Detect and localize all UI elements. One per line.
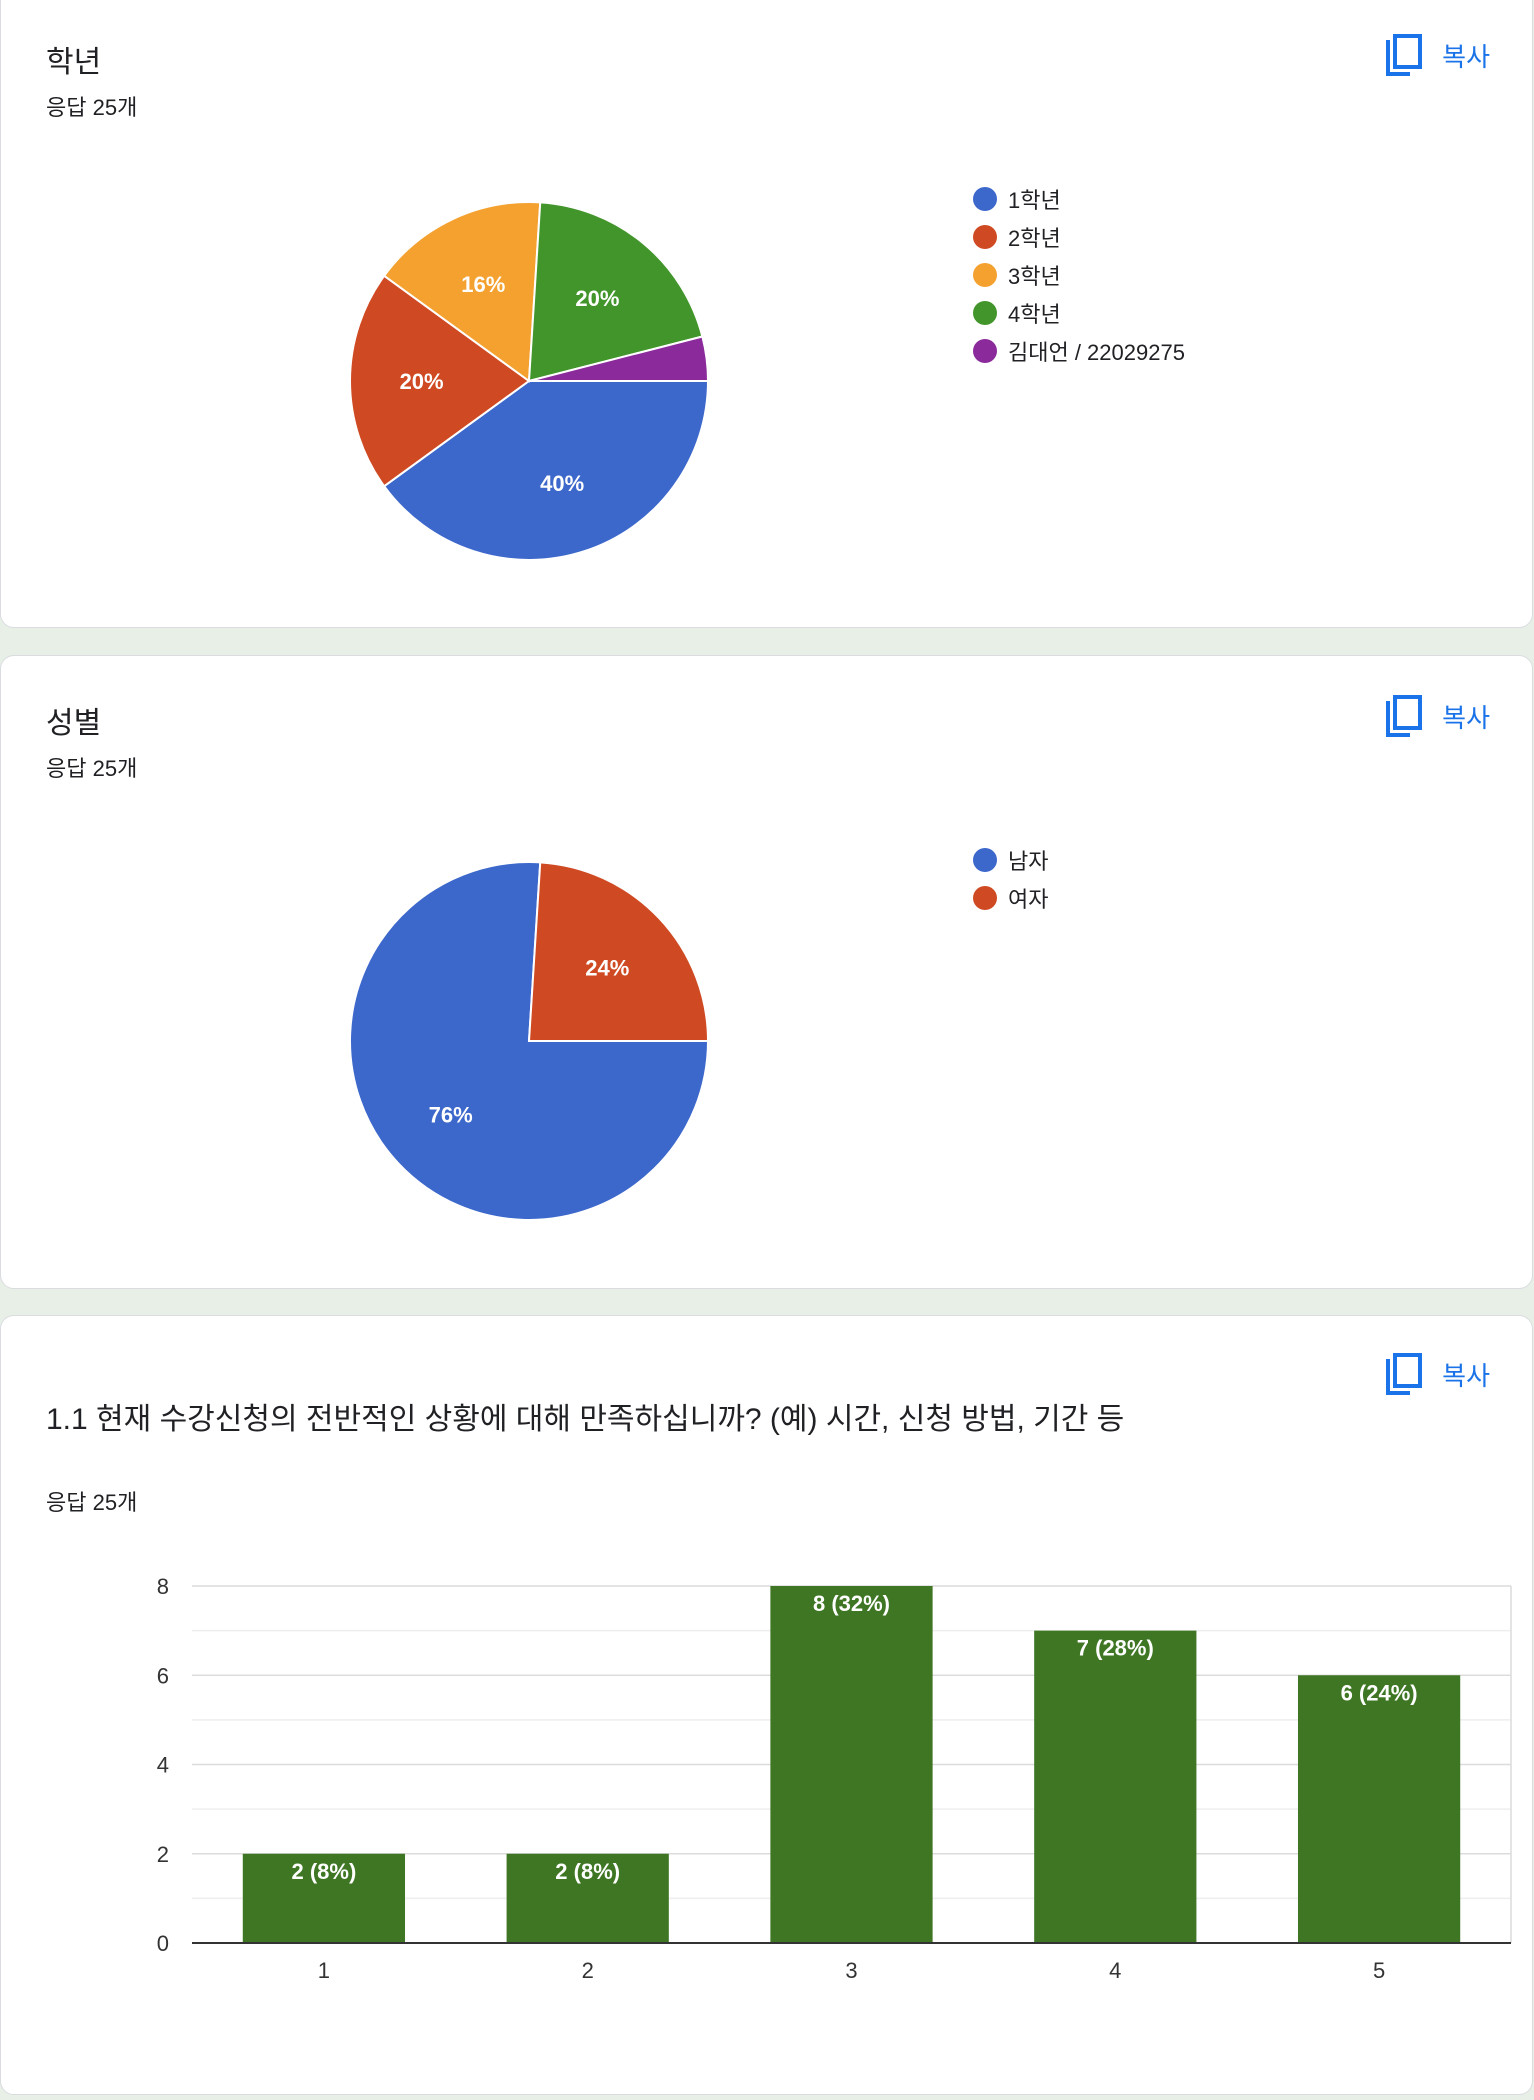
pie-chart-grade: 40% 20% 16% 20%: [349, 201, 710, 561]
y-tick-label: 4: [157, 1753, 169, 1778]
pie-slice-label: 76%: [429, 1103, 473, 1128]
legend-item: 남자: [973, 841, 1048, 879]
copy-label: 복사: [1442, 41, 1490, 72]
question-title: 1.1 현재 수강신청의 전반적인 상황에 대해 만족하십니까? (예) 시간,…: [46, 1403, 1125, 1436]
question-title: 성별: [46, 707, 102, 740]
bar-value-label: 6 (24%): [1341, 1680, 1418, 1705]
legend-item: 2학년: [973, 218, 1185, 256]
legend-label: 여자: [1008, 887, 1049, 912]
copy-button[interactable]: 복사: [1384, 695, 1490, 737]
copy-icon: [1384, 1353, 1423, 1395]
x-tick-label: 2: [582, 1958, 594, 1983]
bar-value-label: 8 (32%): [813, 1591, 890, 1616]
y-tick-label: 2: [157, 1842, 169, 1867]
x-tick-label: 3: [845, 1958, 857, 1983]
legend-item: 김대언 / 22029275: [973, 332, 1185, 370]
copy-icon: [1384, 34, 1423, 76]
bar: [770, 1586, 933, 1943]
legend-marker: [973, 187, 997, 211]
y-tick-label: 0: [157, 1931, 169, 1956]
legend-marker: [973, 848, 997, 872]
pie-slice: [349, 861, 710, 1221]
x-tick-label: 1: [318, 1958, 330, 1983]
pie-slice-label: 20%: [400, 369, 444, 394]
legend-marker: [973, 886, 997, 910]
bar: [1034, 1630, 1197, 1943]
pie-slice: [349, 274, 531, 488]
legend-label: 1학년: [1008, 188, 1061, 213]
y-tick-label: 8: [157, 1574, 169, 1599]
bar: [506, 1853, 669, 1943]
pie-slice: [382, 380, 710, 561]
pie-slice: [527, 861, 710, 1042]
legend-grade: 1학년 2학년 3학년 4학년 김대언 / 22029275: [973, 180, 1185, 370]
pie-slice-label: 24%: [585, 955, 629, 980]
legend-gender: 남자 여자: [973, 841, 1048, 917]
question-card-gender: 성별 응답 25개 복사 76% 24% 남자 여자: [0, 655, 1533, 1289]
pie-slice: [528, 335, 710, 382]
bar-value-label: 2 (8%): [555, 1859, 620, 1884]
legend-marker: [973, 225, 997, 249]
legend-item: 4학년: [973, 294, 1185, 332]
question-card-satisfaction: 1.1 현재 수강신청의 전반적인 상황에 대해 만족하십니까? (예) 시간,…: [0, 1315, 1533, 2095]
legend-label: 4학년: [1008, 302, 1061, 327]
y-tick-label: 6: [157, 1663, 169, 1688]
copy-label: 복사: [1442, 1360, 1490, 1391]
question-card-grade: 학년 응답 25개 복사 40% 20% 16% 20% 1학년 2학년 3학년 4학…: [0, 0, 1533, 628]
copy-button[interactable]: 복사: [1384, 34, 1490, 76]
bar-chart-satisfaction: 0 2 4 6 8 2 (8%) 1 2 (8%) 2 8 (32%) 3 7 (28%) 4 6 (24…: [157, 1574, 1512, 1983]
legend-label: 김대언 / 22029275: [1008, 340, 1185, 365]
pie-slice-label: 20%: [575, 286, 619, 311]
legend-label: 3학년: [1008, 264, 1061, 289]
pie-slice: [527, 201, 704, 383]
legend-marker: [973, 339, 997, 363]
bar-value-label: 2 (8%): [292, 1859, 357, 1884]
legend-item: 여자: [973, 879, 1048, 917]
copy-icon: [1384, 695, 1423, 737]
bar-value-label: 7 (28%): [1077, 1636, 1154, 1661]
x-tick-label: 5: [1373, 1958, 1385, 1983]
pie-chart-gender: 76% 24%: [349, 861, 710, 1221]
question-title: 학년: [46, 46, 102, 79]
copy-button[interactable]: 복사: [1384, 1353, 1490, 1395]
response-count: 응답 25개: [46, 756, 138, 781]
legend-item: 1학년: [973, 180, 1185, 218]
legend-label: 2학년: [1008, 226, 1061, 251]
copy-label: 복사: [1442, 702, 1490, 733]
x-tick-label: 4: [1109, 1958, 1121, 1983]
bar: [242, 1853, 406, 1943]
legend-marker: [973, 301, 997, 325]
bar: [1297, 1675, 1461, 1943]
response-count: 응답 25개: [46, 95, 138, 120]
pie-slice-label: 40%: [540, 471, 584, 496]
pie-slice: [382, 201, 542, 383]
legend-item: 3학년: [973, 256, 1185, 294]
legend-marker: [973, 263, 997, 287]
legend-label: 남자: [1008, 849, 1049, 874]
pie-slice-label: 16%: [461, 272, 505, 297]
response-count: 응답 25개: [46, 1490, 138, 1515]
